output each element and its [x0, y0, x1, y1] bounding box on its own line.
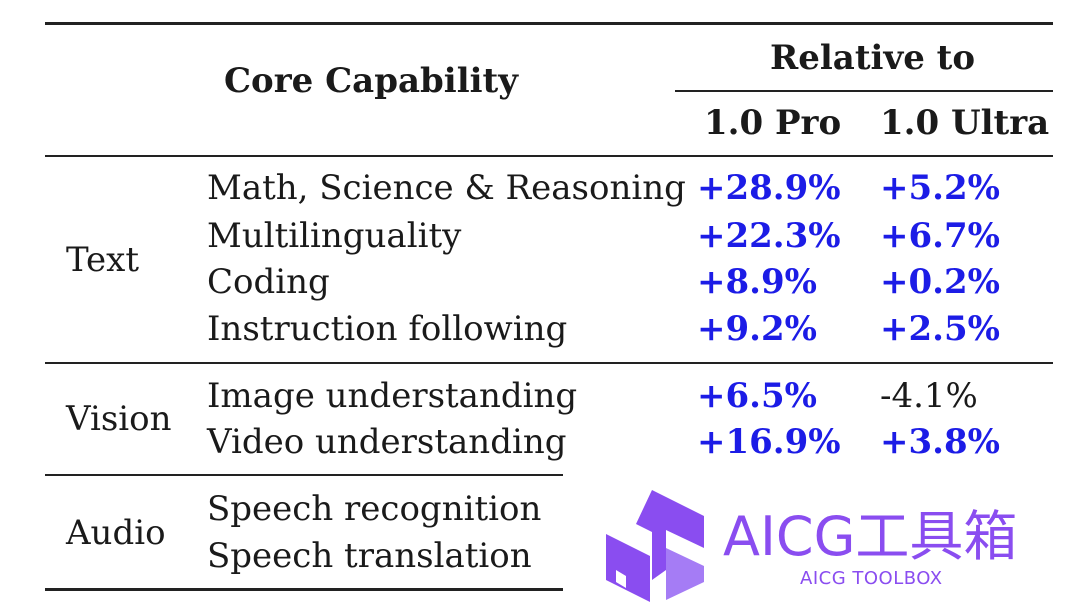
capability-label: Video understanding [207, 422, 567, 462]
value-pro: +28.9% [697, 168, 841, 208]
category-audio: Audio [66, 513, 166, 553]
capability-label: Speech translation [207, 536, 532, 576]
value-ultra: +3.8% [880, 422, 1000, 462]
value-ultra: +6.7% [880, 216, 1000, 256]
capability-label: Speech recognition [207, 489, 542, 529]
vision-group-bottom-rule [45, 474, 563, 476]
value-pro: +8.9% [697, 262, 817, 302]
category-text: Text [66, 240, 139, 280]
watermark-subtitle: AICG TOOLBOX [800, 568, 943, 589]
watermark-title: AICG工具箱 [723, 505, 1018, 568]
capability-label: Math, Science & Reasoning [207, 168, 686, 208]
relative-to-underline [675, 90, 1053, 92]
capability-label: Image understanding [207, 376, 578, 416]
value-pro: +22.3% [697, 216, 841, 256]
table-top-rule [45, 22, 1053, 25]
relative-to-header: Relative to [770, 38, 976, 78]
value-pro: +9.2% [697, 309, 817, 349]
capability-label: Instruction following [207, 309, 568, 349]
value-ultra: -4.1% [880, 376, 978, 416]
watermark: AICG工具箱 AICG TOOLBOX [598, 478, 1068, 606]
value-pro: +16.9% [697, 422, 841, 462]
value-ultra: +2.5% [880, 309, 1000, 349]
capability-label: Multilinguality [207, 216, 462, 256]
col-header-ultra: 1.0 Ultra [880, 103, 1050, 143]
header-bottom-rule [45, 155, 1053, 157]
table-bottom-rule [45, 588, 563, 591]
value-pro: +6.5% [697, 376, 817, 416]
capability-label: Coding [207, 262, 330, 302]
value-ultra: +5.2% [880, 168, 1000, 208]
text-group-bottom-rule [45, 362, 1053, 364]
category-vision: Vision [66, 399, 172, 439]
toolbox-logo-icon [606, 490, 704, 602]
col-header-pro: 1.0 Pro [704, 103, 842, 143]
value-ultra: +0.2% [880, 262, 1000, 302]
core-capability-header: Core Capability [224, 61, 518, 101]
